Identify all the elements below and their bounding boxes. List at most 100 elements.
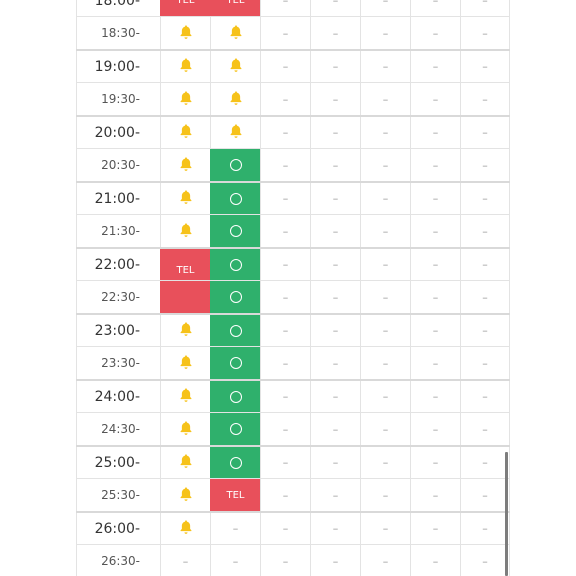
dash-mark: – — [332, 290, 339, 304]
time-row: 25:00- – – – – – — [76, 445, 510, 478]
slot-unavailable: – — [460, 51, 510, 82]
slot-waitlist[interactable] — [160, 413, 210, 445]
slot-waitlist[interactable] — [160, 83, 210, 115]
dash-mark: – — [382, 422, 389, 436]
slot-unavailable: – — [360, 83, 410, 115]
dash-mark: – — [432, 456, 439, 469]
dash-mark: – — [282, 126, 289, 139]
slot-waitlist[interactable] — [160, 447, 210, 478]
slot-unavailable: – — [410, 447, 460, 478]
slot-waitlist[interactable] — [210, 83, 260, 115]
slot-available[interactable] — [210, 413, 260, 445]
slot-unavailable: – — [260, 0, 310, 16]
slot-unavailable: – — [260, 183, 310, 214]
dash-mark: – — [282, 356, 289, 370]
slot-unavailable: – — [460, 215, 510, 247]
slot-waitlist[interactable] — [160, 117, 210, 148]
time-row: 21:00- – – – – – — [76, 181, 510, 214]
slot-waitlist[interactable] — [160, 347, 210, 379]
slot-unavailable: – — [460, 117, 510, 148]
slot-waitlist[interactable] — [210, 17, 260, 49]
slot-unavailable: – — [260, 149, 310, 181]
slot-waitlist[interactable] — [160, 381, 210, 412]
slot-waitlist[interactable] — [160, 51, 210, 82]
slot-available[interactable] — [210, 149, 260, 181]
dash-mark: – — [332, 60, 339, 73]
dash-mark: – — [432, 522, 439, 535]
slot-unavailable: – — [160, 545, 210, 576]
dash-mark: – — [332, 26, 339, 40]
slot-unavailable: – — [360, 0, 410, 16]
slot-available[interactable] — [210, 249, 260, 280]
slot-waitlist[interactable] — [160, 315, 210, 346]
scrollbar[interactable] — [505, 452, 508, 576]
slot-available[interactable] — [210, 281, 260, 313]
slot-tel[interactable]: TEL — [210, 0, 260, 16]
dash-mark: – — [282, 60, 289, 73]
dash-mark: – — [482, 356, 488, 370]
bell-icon — [178, 321, 194, 340]
dash-mark: – — [232, 522, 239, 535]
dash-mark: – — [482, 290, 488, 304]
slot-available[interactable] — [210, 447, 260, 478]
dash-mark: – — [282, 456, 289, 469]
available-circle-icon — [229, 192, 242, 205]
slot-waitlist[interactable] — [160, 183, 210, 214]
bell-icon — [178, 123, 194, 142]
slot-waitlist[interactable] — [160, 215, 210, 247]
slot-unavailable: – — [310, 51, 360, 82]
slot-unavailable: – — [460, 183, 510, 214]
slot-unavailable: – — [360, 347, 410, 379]
dash-mark: – — [382, 522, 389, 535]
bell-icon — [228, 123, 244, 142]
dash-mark: – — [482, 258, 488, 271]
slot-unavailable: – — [310, 249, 360, 280]
dash-mark: – — [432, 158, 439, 172]
slot-waitlist[interactable] — [210, 117, 260, 148]
slot-unavailable: – — [310, 347, 360, 379]
dash-mark: – — [432, 290, 439, 304]
dash-mark: – — [432, 92, 439, 106]
slot-waitlist[interactable] — [160, 513, 210, 544]
dash-mark: – — [382, 324, 389, 337]
bell-icon — [178, 57, 194, 76]
slot-waitlist[interactable] — [160, 17, 210, 49]
tel-label: TEL — [176, 265, 195, 276]
slot-unavailable: – — [260, 51, 310, 82]
slot-waitlist[interactable] — [160, 149, 210, 181]
slot-unavailable: – — [460, 413, 510, 445]
slot-unavailable: – — [310, 183, 360, 214]
bell-icon — [178, 519, 194, 538]
slot-available[interactable] — [210, 215, 260, 247]
dash-mark: – — [482, 422, 488, 436]
dash-mark: – — [332, 126, 339, 139]
slot-tel[interactable] — [160, 249, 210, 280]
time-row: 20:30- – – – – – — [76, 148, 510, 181]
dash-mark: – — [282, 92, 289, 106]
slot-unavailable: – — [460, 347, 510, 379]
dash-mark: – — [432, 60, 439, 73]
slot-tel[interactable]: TEL — [160, 0, 210, 16]
slot-unavailable: – — [310, 413, 360, 445]
slot-unavailable: – — [460, 249, 510, 280]
slot-tel[interactable]: TEL — [210, 479, 260, 511]
slot-unavailable: – — [260, 545, 310, 576]
slot-available[interactable] — [210, 347, 260, 379]
slot-available[interactable] — [210, 381, 260, 412]
slot-unavailable: – — [460, 83, 510, 115]
slot-waitlist[interactable] — [210, 51, 260, 82]
time-row: 26:30- – – – – – – – — [76, 544, 510, 576]
slot-available[interactable] — [210, 315, 260, 346]
slot-available[interactable] — [210, 183, 260, 214]
time-label: 19:30- — [76, 83, 160, 115]
slot-tel[interactable]: TEL — [160, 265, 210, 313]
slot-waitlist[interactable] — [160, 479, 210, 511]
slot-unavailable: – — [410, 347, 460, 379]
bell-icon — [178, 354, 194, 373]
dash-mark: – — [482, 126, 488, 139]
dash-mark: – — [282, 258, 289, 271]
available-circle-icon — [229, 291, 242, 303]
time-label: 20:00- — [76, 117, 160, 148]
bell-icon — [228, 90, 244, 109]
dash-mark: – — [332, 0, 339, 7]
